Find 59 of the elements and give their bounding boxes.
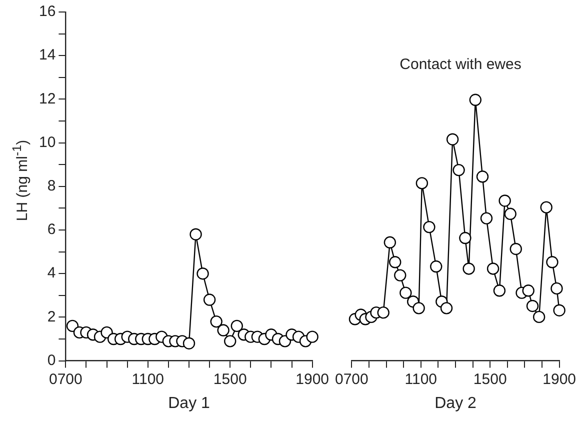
point — [203, 294, 216, 306]
y-tick-label: 4 — [47, 264, 56, 282]
point — [532, 310, 546, 324]
annotation: Contact with ewes — [400, 56, 522, 74]
y-tick-label: 0 — [47, 352, 56, 369]
point — [423, 220, 436, 234]
point — [394, 269, 406, 282]
point — [553, 304, 566, 316]
x-tick-label: 1100 — [404, 370, 438, 388]
point — [452, 164, 465, 176]
x-tick-label: 0700 — [48, 370, 82, 388]
x-tick-label: 1900 — [296, 370, 330, 388]
y-tick-label: 16 — [38, 3, 56, 20]
point — [430, 260, 442, 273]
point — [469, 94, 482, 106]
x-axis-title: Day 2 — [434, 394, 476, 412]
point — [493, 284, 506, 297]
point — [510, 242, 522, 256]
point — [504, 208, 516, 220]
point — [522, 284, 534, 297]
point — [526, 300, 539, 312]
y-tick-label: 14 — [38, 46, 56, 64]
point — [440, 302, 453, 314]
point — [66, 320, 79, 332]
x-tick-label: 1100 — [132, 370, 164, 388]
point — [446, 133, 459, 146]
point — [224, 335, 236, 348]
point — [498, 194, 511, 207]
point — [400, 286, 412, 299]
point — [486, 262, 500, 275]
x-tick-label: 1500 — [213, 370, 247, 388]
point — [416, 177, 428, 190]
point — [540, 201, 552, 214]
point — [476, 170, 489, 183]
y-tick-label: 8 — [47, 178, 56, 195]
point — [546, 256, 558, 268]
point — [196, 268, 209, 280]
point — [459, 232, 472, 244]
y-tick-label: 10 — [38, 134, 56, 151]
x-tick-label: 1500 — [473, 370, 507, 388]
y-tick-label: 2 — [47, 308, 56, 326]
point — [306, 330, 318, 343]
x-tick-label: 1900 — [542, 370, 576, 388]
point — [480, 212, 493, 224]
point — [412, 302, 425, 314]
y-tick-label: 6 — [47, 221, 56, 238]
x-tick-label: 0700 — [334, 370, 368, 388]
point — [550, 282, 563, 295]
y-tick-label: 12 — [38, 90, 56, 108]
point — [182, 337, 196, 350]
x-axis-title: Day 1 — [168, 394, 210, 412]
point — [190, 228, 202, 240]
point — [462, 262, 475, 275]
point — [217, 324, 230, 336]
point — [377, 306, 390, 319]
point — [210, 315, 222, 328]
point — [389, 256, 402, 268]
point — [230, 320, 243, 332]
point — [384, 236, 396, 249]
